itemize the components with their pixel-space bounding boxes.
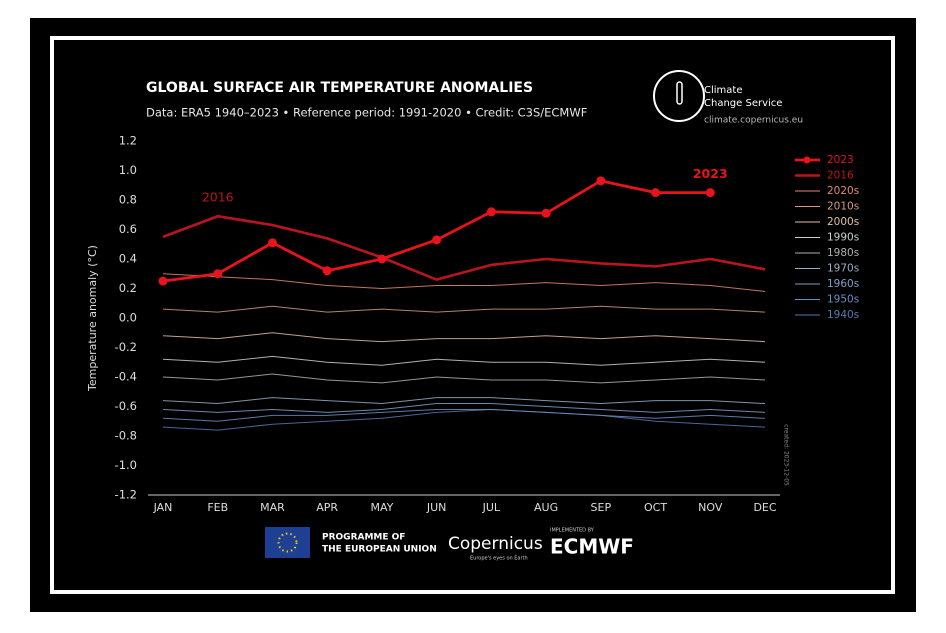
y-tick-label: 1.2 (119, 134, 137, 148)
x-tick-label: JUL (482, 501, 501, 514)
created-note: created: 2023-12-05 (783, 424, 790, 486)
chart-subtitle: Data: ERA5 1940–2023 • Reference period:… (146, 106, 587, 120)
legend-label: 2010s (827, 201, 859, 213)
logo-ring (653, 70, 705, 122)
x-tick-label: DEC (753, 501, 776, 514)
x-tick-label: FEB (207, 501, 228, 514)
x-tick-label: OCT (644, 501, 667, 514)
data-point (322, 266, 332, 276)
series-line (162, 408, 766, 422)
x-tick-label: AUG (534, 501, 558, 514)
data-point (213, 269, 223, 279)
series-line (162, 397, 766, 405)
x-tick-label: JAN (153, 501, 173, 514)
data-point (432, 235, 442, 245)
legend-label: 1960s (827, 278, 859, 290)
legend-label: 1980s (827, 247, 859, 259)
legend-label: 2000s (827, 216, 859, 228)
eu-flag (265, 527, 310, 558)
series-line (162, 403, 766, 413)
logo-thermo (676, 81, 683, 105)
copernicus-logo: Copernicus (448, 534, 543, 554)
y-tick-label: -0.2 (115, 340, 137, 354)
data-point (377, 254, 387, 264)
x-tick-label: MAR (260, 501, 285, 514)
y-tick-label: -1.2 (115, 488, 137, 502)
data-point (541, 208, 551, 218)
data-point (651, 188, 661, 198)
eu-text: THE EUROPEAN UNION (322, 545, 437, 555)
brand-name: Change Service (704, 98, 782, 109)
series-line (162, 408, 766, 431)
y-tick-label: 0.4 (119, 252, 137, 266)
eu-text: PROGRAMME OF (322, 533, 405, 543)
brand-logo: Climate Change Service climate.copernicu… (653, 70, 803, 126)
brand-name: Climate (704, 85, 742, 96)
series-line (162, 332, 766, 343)
eu-stars (277, 532, 298, 553)
chart-frame (50, 36, 895, 594)
legend-label: 2016 (827, 170, 854, 182)
x-tick-label: SEP (591, 501, 612, 514)
legend-label: 1940s (827, 309, 859, 321)
y-tick-label: 1.0 (119, 163, 137, 177)
y-tick-label: -0.4 (115, 370, 137, 384)
x-tick-label: JUN (426, 501, 447, 514)
data-point (705, 188, 715, 198)
y-tick-label: -1.0 (115, 458, 137, 472)
y-tick-label: -0.6 (115, 399, 137, 413)
y-tick-label: 0.2 (119, 281, 137, 295)
annotation: 2016 (202, 190, 234, 205)
implemented-by: IMPLEMENTED BY (550, 528, 595, 534)
brand-url: climate.copernicus.eu (704, 116, 803, 126)
data-point (267, 238, 277, 248)
series-line (162, 214, 766, 282)
series-line (162, 273, 766, 292)
footer: PROGRAMME OF THE EUROPEAN UNION Copernic… (265, 527, 634, 562)
legend-label: 2023 (827, 154, 854, 166)
data-point (486, 207, 496, 217)
y-tick-label: 0.6 (119, 222, 137, 236)
x-tick-label: MAY (370, 501, 393, 514)
legend-label: 1950s (827, 294, 859, 306)
y-tick-label: -0.8 (115, 429, 137, 443)
data-point (158, 276, 168, 286)
ecmwf-logo: ECMWF (550, 535, 634, 559)
x-tick-label: APR (316, 501, 338, 514)
legend-label: 2020s (827, 185, 859, 197)
series-line (162, 373, 766, 384)
annotation: 2023 (693, 166, 728, 181)
x-tick-label: NOV (698, 501, 723, 514)
legend-label: 1970s (827, 263, 859, 275)
series-line (162, 305, 766, 313)
y-tick-label: 0.0 (119, 311, 137, 325)
data-point (596, 176, 606, 186)
chart-title: GLOBAL SURFACE AIR TEMPERATURE ANOMALIES (146, 80, 533, 96)
copernicus-tagline: Europe's eyes on Earth (470, 556, 528, 562)
y-tick-label: 0.8 (119, 193, 137, 207)
legend-marker (803, 156, 811, 164)
y-axis-label: Temperature anomaly (°C) (86, 245, 99, 392)
legend-label: 1990s (827, 232, 859, 244)
series-line (162, 355, 766, 366)
